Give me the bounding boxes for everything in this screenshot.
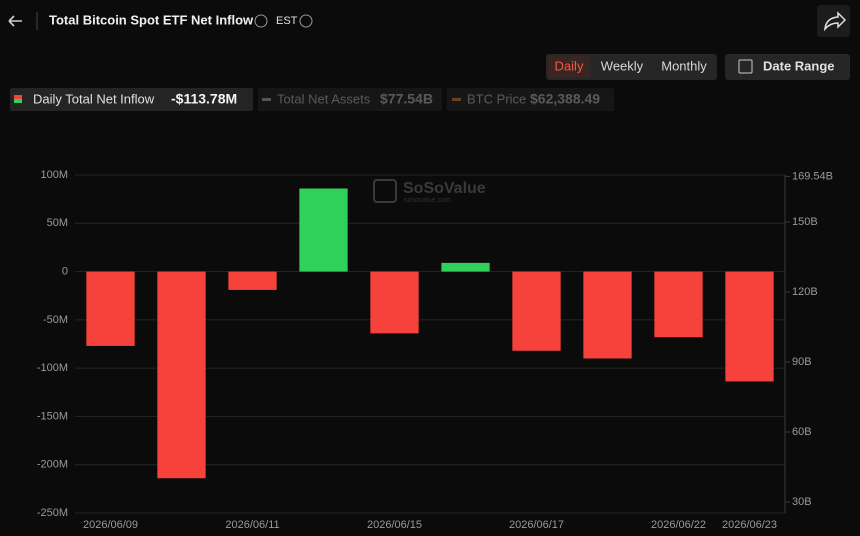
share-icon <box>824 11 847 32</box>
legend-name: BTC Price <box>467 91 526 106</box>
legend-value: -$113.78M <box>171 91 237 107</box>
bar <box>441 262 490 272</box>
legend-swatch <box>452 98 461 101</box>
bar <box>228 271 277 290</box>
y-tick-label: -100M <box>37 362 68 374</box>
y-tick-label: 0 <box>62 265 68 277</box>
x-tick-label: 2026/06/22 <box>651 519 706 531</box>
y-tick-label: 100M <box>40 169 68 181</box>
calendar-icon <box>738 59 753 74</box>
plot: 100M 50M 0 -50M -100M -150M -200M -250M 169.54B 1… <box>37 169 833 531</box>
watermark-brand: SoSoValue <box>403 180 486 197</box>
back-button[interactable] <box>8 15 22 27</box>
x-tick-label: 2026/06/23 <box>722 519 777 531</box>
x-tick-label: 2026/06/15 <box>367 519 422 531</box>
y-tick-label: -250M <box>37 507 68 519</box>
legend-swatch <box>14 99 22 103</box>
info-icon[interactable] <box>299 14 313 28</box>
bar <box>157 271 206 479</box>
legend-item[interactable] <box>258 88 442 111</box>
watermark-logo <box>373 179 397 203</box>
legend-value: $62,388.49 <box>530 91 600 107</box>
y-tick-label: -200M <box>37 459 68 471</box>
bar <box>654 271 703 338</box>
bar <box>725 271 774 382</box>
y2-tick-label: 150B <box>792 216 818 228</box>
date-range-button[interactable] <box>725 54 850 80</box>
y-tick-label: -50M <box>43 314 68 326</box>
y2-tick-label: 169.54B <box>792 170 833 182</box>
period-tab[interactable]: Weekly <box>601 58 644 73</box>
legend-swatch <box>262 98 271 101</box>
watermark-site: sosovalue.com <box>404 197 451 204</box>
y2-tick-label: 60B <box>792 426 812 438</box>
y2-tick-label: 90B <box>792 356 812 368</box>
info-icon[interactable] <box>254 14 268 28</box>
period-tab[interactable]: Monthly <box>661 58 707 73</box>
timezone: EST <box>276 15 298 27</box>
bar <box>583 271 632 359</box>
y2-tick-label: 120B <box>792 286 818 298</box>
legend-value: $77.54B <box>380 91 433 107</box>
x-tick-label: 2026/06/11 <box>225 519 279 531</box>
x-tick-label: 2026/06/17 <box>509 519 564 531</box>
legend-name: Daily Total Net Inflow <box>33 91 155 106</box>
active-tab <box>548 56 590 78</box>
x-tick-label: 2026/06/09 <box>83 519 138 531</box>
bar <box>299 188 348 272</box>
legend-item[interactable] <box>447 88 614 111</box>
legend-swatch <box>14 95 22 99</box>
date-range-label: Date Range <box>763 58 835 73</box>
y-tick-label: -150M <box>37 410 68 422</box>
bar <box>86 271 135 346</box>
legend-item-active[interactable] <box>10 88 253 111</box>
bar <box>512 271 561 351</box>
title: Total Bitcoin Spot ETF Net Inflow <box>49 12 254 27</box>
period-tab[interactable]: Daily <box>555 58 584 73</box>
bar <box>370 271 419 334</box>
y2-tick-label: 30B <box>792 496 812 508</box>
y-tick-label: 50M <box>47 217 68 229</box>
legend-name: Total Net Assets <box>277 91 371 106</box>
